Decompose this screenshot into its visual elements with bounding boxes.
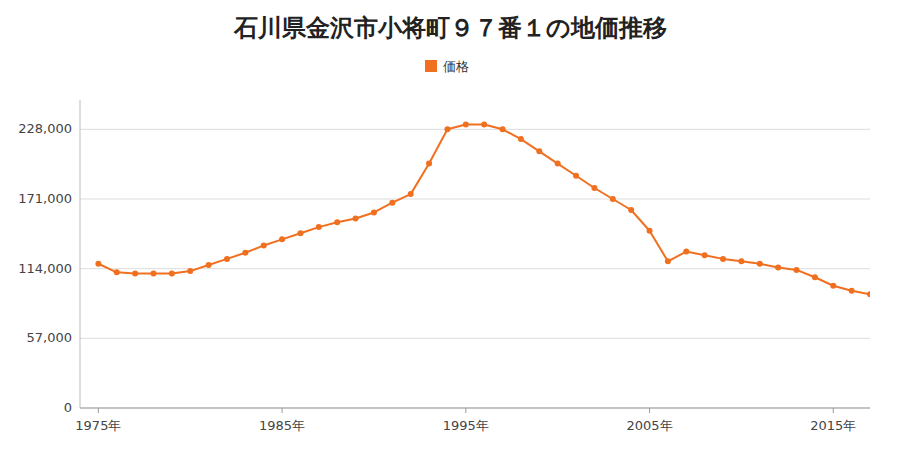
point-marker (242, 250, 248, 256)
point-marker (812, 274, 818, 280)
x-tick-label: 1995年 (443, 418, 489, 433)
point-marker (738, 258, 744, 264)
y-tick-labels: 0 57,000 114,000 171,000 228,000 (18, 121, 72, 415)
point-marker (536, 148, 542, 154)
point-marker (316, 224, 322, 230)
point-marker (867, 291, 870, 297)
chart-container: 石川県金沢市小将町９７番１の地価推移 0 57,000 114,000 171,000 2… (0, 0, 900, 450)
point-marker (849, 288, 855, 294)
y-axis-line (80, 100, 81, 408)
point-marker (389, 200, 395, 206)
x-tick (833, 408, 834, 413)
page: {"chart_data": { "type": "line", "title"… (0, 0, 900, 450)
point-marker (702, 252, 708, 258)
point-marker (683, 249, 689, 255)
point-marker (500, 126, 506, 132)
point-marker (297, 230, 303, 236)
x-ticks: 1975年 1985年 1995年 2005年 2015年 (75, 408, 856, 433)
point-marker (169, 271, 175, 277)
point-marker (665, 258, 671, 264)
x-tick (98, 408, 99, 413)
x-tick-label: 2005年 (626, 418, 672, 433)
x-tick-label: 1985年 (259, 418, 305, 433)
chart-svg: 石川県金沢市小将町９７番１の地価推移 0 57,000 114,000 171,000 2… (0, 0, 900, 450)
point-marker (830, 283, 836, 289)
point-marker (150, 271, 156, 277)
series-line (98, 124, 870, 294)
point-marker (647, 228, 653, 234)
legend: 価格 (425, 59, 469, 74)
point-marker (518, 136, 524, 142)
y-tick-label: 114,000 (18, 261, 72, 276)
point-marker (279, 236, 285, 242)
point-marker (720, 256, 726, 262)
x-axis-line (80, 408, 870, 409)
point-marker (555, 161, 561, 167)
point-marker (463, 121, 469, 127)
grid-line (80, 129, 870, 130)
point-marker (95, 261, 101, 267)
point-marker (794, 267, 800, 273)
point-marker (610, 196, 616, 202)
point-marker (481, 121, 487, 127)
point-marker (444, 126, 450, 132)
y-tick-label: 57,000 (27, 330, 73, 345)
plot-data (95, 121, 870, 297)
title: 石川県金沢市小将町９７番１の地価推移 (233, 14, 667, 42)
x-tick-label: 1975年 (75, 418, 121, 433)
point-marker (757, 261, 763, 267)
point-marker (206, 262, 212, 268)
x-tick-label: 2015年 (810, 418, 856, 433)
point-marker (353, 216, 359, 222)
grid-line (80, 199, 870, 200)
point-marker (114, 269, 120, 275)
point-marker (224, 256, 230, 262)
y-tick-label: 228,000 (18, 121, 72, 136)
point-marker (334, 219, 340, 225)
point-marker (371, 209, 377, 215)
x-tick (282, 408, 283, 413)
point-marker (573, 173, 579, 179)
point-marker (775, 264, 781, 270)
point-marker (261, 242, 267, 248)
point-marker (187, 268, 193, 274)
y-tick-label: 171,000 (18, 191, 72, 206)
point-marker (628, 207, 634, 213)
grid-line (80, 338, 870, 339)
x-tick (465, 408, 466, 413)
y-tick-label: 0 (64, 400, 72, 415)
point-marker (426, 161, 432, 167)
point-marker (591, 185, 597, 191)
grid-line (80, 408, 870, 409)
point-marker (132, 271, 138, 277)
point-marker (408, 191, 414, 197)
x-tick (649, 408, 650, 413)
legend-label: 価格 (443, 59, 469, 74)
legend-swatch (425, 60, 437, 72)
